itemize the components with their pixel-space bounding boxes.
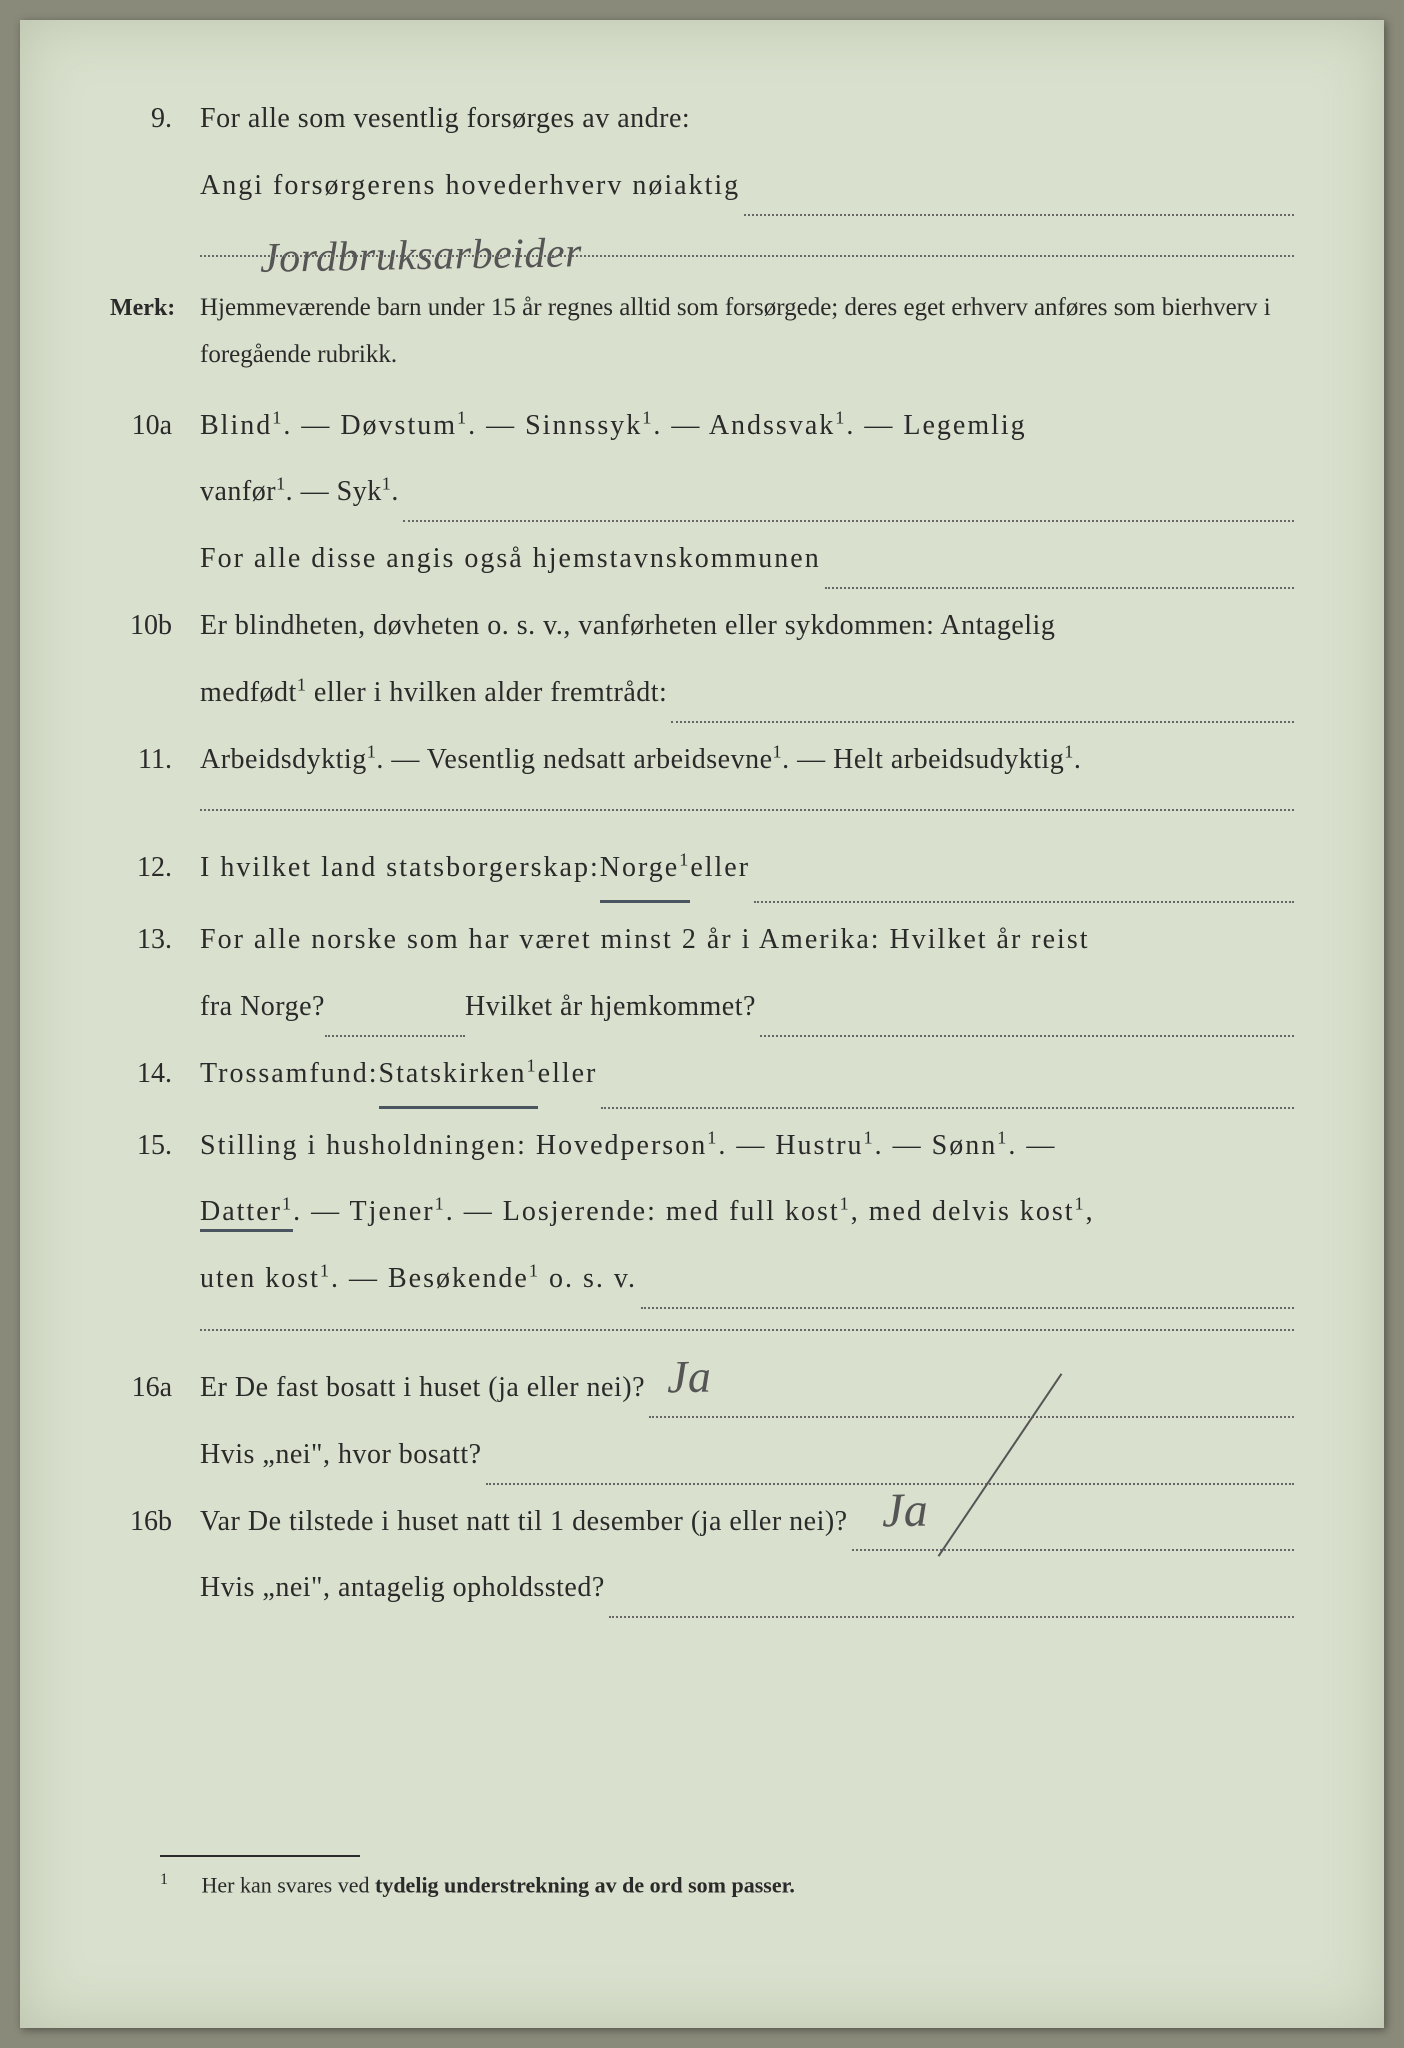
question-16b: 16b Var De tilstede i huset natt til 1 d… xyxy=(110,1493,1294,1552)
q9-text-line1: For alle som vesentlig forsørges av andr… xyxy=(200,90,1294,149)
q10b-line2-row: medfødt1 eller i hvilken alder fremtrådt… xyxy=(110,664,1294,723)
q10a-line2: vanfør1. — Syk1. xyxy=(200,463,399,522)
q10b-number: 10b xyxy=(110,610,200,642)
question-14: 14. Trossamfund: Statskirken1 eller xyxy=(110,1045,1294,1109)
question-15: 15. Stilling i husholdningen: Hovedperso… xyxy=(110,1117,1294,1176)
q10a-line1: Blind1. — Døvstum1. — Sinnssyk1. — Andss… xyxy=(200,397,1294,456)
q16a-line1: Er De fast bosatt i huset (ja eller nei)… xyxy=(200,1359,645,1418)
merk-text: Hjemmeværende barn under 15 år regnes al… xyxy=(200,284,1294,379)
q12-number: 12. xyxy=(110,852,200,884)
q11-number: 11. xyxy=(110,744,200,776)
q16a-handwritten-answer: Ja xyxy=(666,1329,712,1426)
q13-line2a: fra Norge? xyxy=(200,978,325,1037)
q16b-number: 16b xyxy=(110,1506,200,1538)
q16b-line2-row: Hvis „nei", antagelig opholdssted? xyxy=(110,1559,1294,1618)
question-13: 13. For alle norske som har været minst … xyxy=(110,911,1294,970)
q15-line3: uten kost1. — Besøkende1 o. s. v. xyxy=(200,1250,637,1309)
q10b-line1: Er blindheten, døvheten o. s. v., vanfør… xyxy=(200,597,1294,656)
q14-number: 14. xyxy=(110,1058,200,1090)
question-11: 11. Arbeidsdyktig1. — Vesentlig nedsatt … xyxy=(110,731,1294,790)
q16b-line2: Hvis „nei", antagelig opholdssted? xyxy=(200,1559,605,1618)
q9-number: 9. xyxy=(110,103,200,135)
q9-handwriting-row: Jordbruksarbeider xyxy=(110,224,1294,276)
q16a-line2-row: Hvis „nei", hvor bosatt? xyxy=(110,1426,1294,1485)
q16b-handwritten-answer: Ja xyxy=(881,1460,929,1562)
question-10a: 10a Blind1. — Døvstum1. — Sinnssyk1. — A… xyxy=(110,397,1294,456)
footnote: 1 Her kan svares ved tydelig understrekn… xyxy=(160,1855,1294,1898)
footnote-text: 1 Her kan svares ved tydelig understrekn… xyxy=(160,1871,1294,1898)
q15-line2: Datter1. — Tjener1. — Losjerende: med fu… xyxy=(200,1183,1294,1242)
q15-line2-row: Datter1. — Tjener1. — Losjerende: med fu… xyxy=(110,1183,1294,1242)
merk-note: Merk: Hjemmeværende barn under 15 år reg… xyxy=(110,284,1294,379)
q15-line1: Stilling i husholdningen: Hovedperson1. … xyxy=(200,1117,1294,1176)
divider-line-11 xyxy=(200,809,1294,811)
q13-line1: For alle norske som har været minst 2 år… xyxy=(200,911,1294,970)
q13-number: 13. xyxy=(110,924,200,956)
divider-line-15 xyxy=(200,1329,1294,1331)
census-form-page: 9. For alle som vesentlig forsørges av a… xyxy=(20,20,1384,2028)
q12-text-b: eller xyxy=(690,839,750,903)
question-9: 9. For alle som vesentlig forsørges av a… xyxy=(110,90,1294,149)
q14-text-b: eller xyxy=(538,1045,598,1109)
q13-line2b: Hvilket år hjemkommet? xyxy=(465,978,756,1037)
q15-number: 15. xyxy=(110,1130,200,1162)
q12-text-a: I hvilket land statsborgerskap: xyxy=(200,839,600,903)
q10b-line2: medfødt1 eller i hvilken alder fremtrådt… xyxy=(200,664,667,723)
q10a-line3: For alle disse angis også hjemstavnskomm… xyxy=(200,530,821,589)
q9-line2-row: Angi forsørgerens hovederhverv nøiaktig xyxy=(110,157,1294,216)
q9-text-line2: Angi forsørgerens hovederhverv nøiaktig xyxy=(200,157,740,216)
question-12: 12. I hvilket land statsborgerskap: Norg… xyxy=(110,839,1294,903)
q16b-line1: Var De tilstede i huset natt til 1 desem… xyxy=(200,1493,848,1552)
q14-statskirken-underlined: Statskirken1 xyxy=(379,1045,538,1109)
q10a-number: 10a xyxy=(110,410,200,442)
q14-text-a: Trossamfund: xyxy=(200,1045,379,1109)
q9-blank-line xyxy=(744,157,1294,216)
q15-datter-underlined: Datter1 xyxy=(200,1196,293,1232)
question-10b: 10b Er blindheten, døvheten o. s. v., va… xyxy=(110,597,1294,656)
q12-norge-underlined: Norge1 xyxy=(600,839,691,903)
q13-line2-row: fra Norge? Hvilket år hjemkommet? xyxy=(110,978,1294,1037)
q15-line3-row: uten kost1. — Besøkende1 o. s. v. xyxy=(110,1250,1294,1309)
merk-label: Merk: xyxy=(110,295,200,322)
q16a-line2: Hvis „nei", hvor bosatt? xyxy=(200,1426,482,1485)
q10a-line2-row: vanfør1. — Syk1. xyxy=(110,463,1294,522)
question-16a: 16a Er De fast bosatt i huset (ja eller … xyxy=(110,1359,1294,1418)
q16a-number: 16a xyxy=(110,1372,200,1404)
q11-text: Arbeidsdyktig1. — Vesentlig nedsatt arbe… xyxy=(200,731,1294,790)
footnote-rule xyxy=(160,1855,360,1857)
q10a-line3-row: For alle disse angis også hjemstavnskomm… xyxy=(110,530,1294,589)
